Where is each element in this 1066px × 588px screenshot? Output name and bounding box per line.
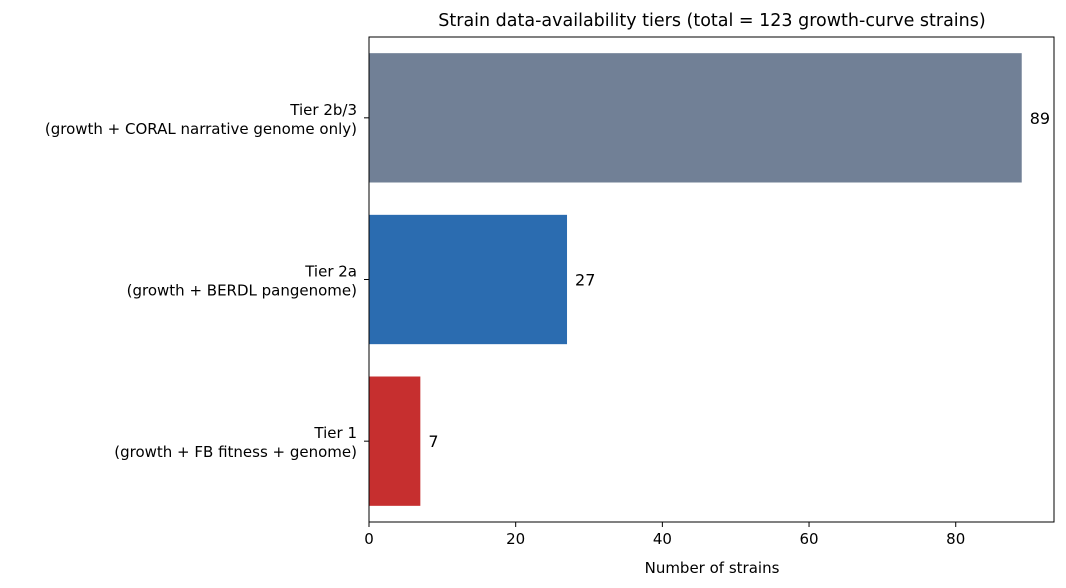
value-label-1: 7 — [428, 432, 438, 451]
x-tick-label-0: 0 — [364, 530, 374, 548]
x-tick-label-60: 60 — [799, 530, 818, 548]
bar-2 — [369, 214, 568, 345]
value-label-3: 89 — [1030, 109, 1050, 128]
x-tick-label-40: 40 — [653, 530, 672, 548]
y-tick-label-1: Tier 1 — [313, 424, 357, 442]
y-tick-sublabel-3: (growth + CORAL narrative genome only) — [45, 120, 357, 138]
y-axis: Tier 1(growth + FB fitness + genome) Tier… — [45, 101, 369, 461]
y-tick-label-2: Tier 2a — [304, 263, 357, 281]
y-tick-sublabel-2: (growth + BERDL pangenome) — [127, 282, 357, 300]
x-tick-label-80: 80 — [946, 530, 965, 548]
plot-frame — [368, 36, 1055, 523]
y-tick-label-3: Tier 2b/3 — [289, 101, 357, 119]
bars-group — [369, 53, 1022, 506]
x-axis: 0 20 40 60 80 — [364, 522, 965, 548]
x-tick-label-20: 20 — [506, 530, 525, 548]
chart-title: Strain data-availability tiers (total = … — [438, 11, 985, 31]
bar-1 — [369, 376, 421, 506]
y-tick-sublabel-1: (growth + FB fitness + genome) — [114, 443, 357, 461]
value-label-2: 27 — [575, 271, 595, 290]
x-axis-label: Number of strains — [645, 559, 780, 577]
value-labels-group: 7 27 89 — [428, 109, 1050, 451]
bar-3 — [369, 53, 1022, 183]
